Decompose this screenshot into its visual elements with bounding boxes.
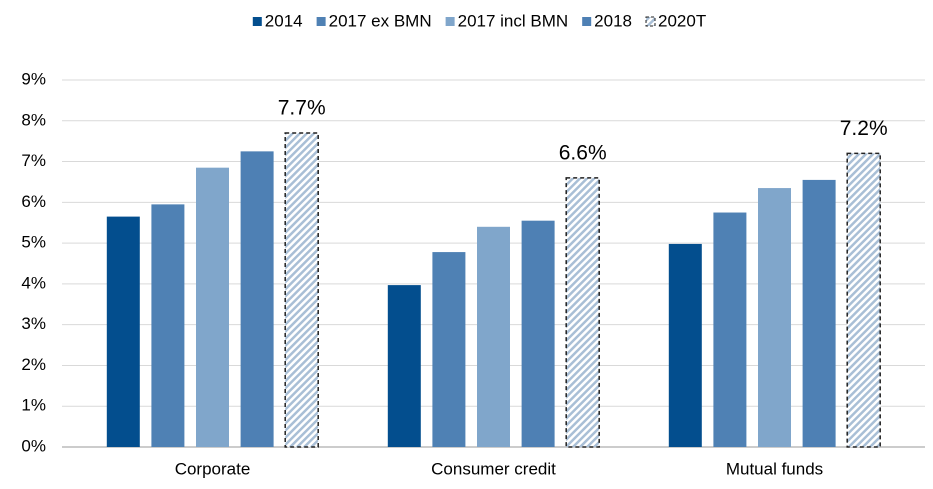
legend-label: 2018: [594, 11, 632, 30]
legend-swatch: [252, 17, 262, 26]
x-tick-label: Corporate: [175, 459, 251, 478]
bar: [802, 179, 836, 447]
legend-swatch: [582, 17, 592, 26]
bar: [668, 243, 702, 447]
bar: [713, 212, 747, 447]
bar: [565, 177, 600, 448]
legend-label: 2020T: [658, 11, 706, 30]
data-label: 7.7%: [278, 97, 326, 120]
bar: [151, 204, 185, 447]
bar: [521, 220, 555, 447]
bar: [432, 252, 466, 447]
bar: [758, 188, 791, 448]
data-label: 7.2%: [840, 117, 888, 140]
legend-swatch: [645, 16, 656, 27]
legend-label: 2014: [265, 11, 303, 30]
y-tick-label: 1%: [21, 396, 46, 415]
legend-label: 2017 ex BMN: [329, 11, 432, 30]
legend-swatch: [316, 17, 326, 26]
bar: [846, 152, 881, 448]
y-tick-label: 0%: [21, 436, 46, 455]
bar: [196, 167, 229, 447]
y-tick-label: 4%: [21, 273, 46, 292]
bar: [240, 151, 274, 447]
data-label: 6.6%: [559, 141, 607, 164]
y-tick-label: 9%: [21, 69, 46, 88]
y-tick-label: 2%: [21, 355, 46, 374]
bar: [284, 132, 319, 448]
y-tick-label: 7%: [21, 151, 46, 170]
legend-label: 2017 incl BMN: [458, 11, 569, 30]
x-tick-label: Mutual funds: [726, 459, 823, 478]
y-tick-label: 6%: [21, 192, 46, 211]
bar: [387, 285, 421, 447]
bar: [106, 216, 140, 447]
y-tick-label: 3%: [21, 314, 46, 333]
bar: [477, 226, 510, 447]
y-tick-label: 5%: [21, 233, 46, 252]
x-tick-label: Consumer credit: [431, 459, 556, 478]
legend-swatch: [445, 17, 455, 26]
y-tick-label: 8%: [21, 110, 46, 129]
